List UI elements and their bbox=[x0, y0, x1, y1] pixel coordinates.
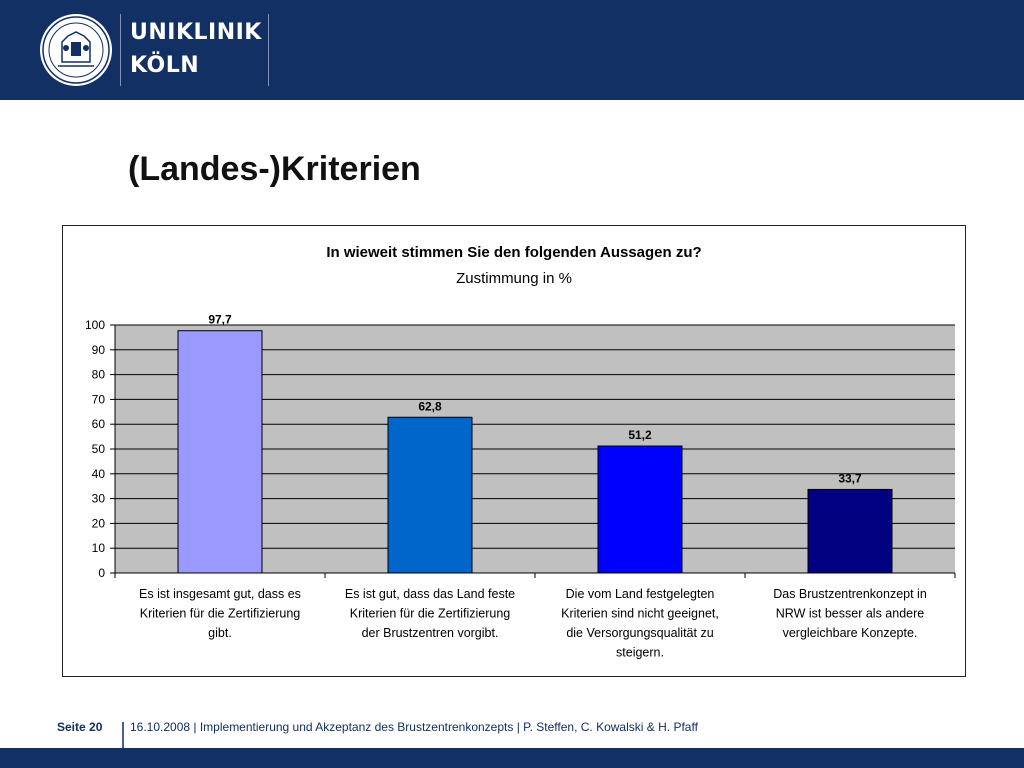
footer-text: 16.10.2008 | Implementierung und Akzepta… bbox=[130, 720, 698, 734]
y-tick-label: 20 bbox=[92, 516, 106, 530]
y-tick-label: 70 bbox=[92, 392, 106, 406]
y-tick-label: 10 bbox=[92, 541, 106, 555]
y-tick-label: 90 bbox=[92, 343, 106, 357]
bar-value-label: 51,2 bbox=[628, 428, 652, 442]
slide-title: (Landes-)Kriterien bbox=[128, 150, 421, 188]
y-tick-label: 0 bbox=[98, 566, 105, 580]
bar bbox=[177, 330, 263, 574]
y-tick-label: 80 bbox=[92, 368, 106, 382]
x-category-label: Es ist insgesamt gut, dass es Kriterien f… bbox=[139, 587, 301, 640]
page-number: Seite 20 bbox=[57, 720, 103, 734]
y-tick-label: 50 bbox=[92, 442, 106, 456]
y-tick-label: 30 bbox=[92, 492, 106, 506]
bar-value-label: 62,8 bbox=[418, 399, 442, 413]
x-category-label: Es ist gut, dass das Land feste Kriterien… bbox=[345, 587, 515, 640]
footer-bar bbox=[0, 748, 1024, 768]
logo-line-2: KÖLN bbox=[130, 53, 200, 78]
y-tick-label: 60 bbox=[92, 417, 106, 431]
logo-wordmark: UNIKLINIK KÖLN bbox=[130, 16, 262, 82]
university-seal-icon bbox=[40, 14, 112, 86]
y-tick-label: 100 bbox=[85, 318, 105, 332]
bar-chart: In wieweit stimmen Sie den folgenden Aus… bbox=[85, 244, 956, 660]
logo-divider bbox=[120, 14, 121, 86]
bar-value-label: 97,7 bbox=[208, 313, 232, 327]
logo-divider-right bbox=[268, 14, 269, 86]
x-category-label: Das Brustzentrenkonzept in NRW ist besser… bbox=[773, 587, 927, 640]
plot-area: 0 10 20 30 40 50 60 70 80 90 100 97,7 Es ist insgesa… bbox=[85, 313, 956, 660]
bar bbox=[807, 488, 893, 574]
logo-line-1: UNIKLINIK bbox=[130, 20, 262, 45]
chart-subtitle: Zustimmung in % bbox=[456, 270, 572, 287]
header-bar: UNIKLINIK KÖLN bbox=[0, 0, 1024, 100]
x-category-label: Die vom Land festgelegten Kriterien sind … bbox=[561, 587, 719, 660]
chart-frame: In wieweit stimmen Sie den folgenden Aus… bbox=[62, 225, 966, 677]
bar-value-label: 33,7 bbox=[838, 471, 862, 485]
bar bbox=[387, 416, 473, 574]
y-tick-label: 40 bbox=[92, 467, 106, 481]
footer-divider bbox=[122, 722, 124, 766]
chart-title: In wieweit stimmen Sie den folgenden Aus… bbox=[326, 244, 701, 261]
bar bbox=[597, 445, 683, 574]
